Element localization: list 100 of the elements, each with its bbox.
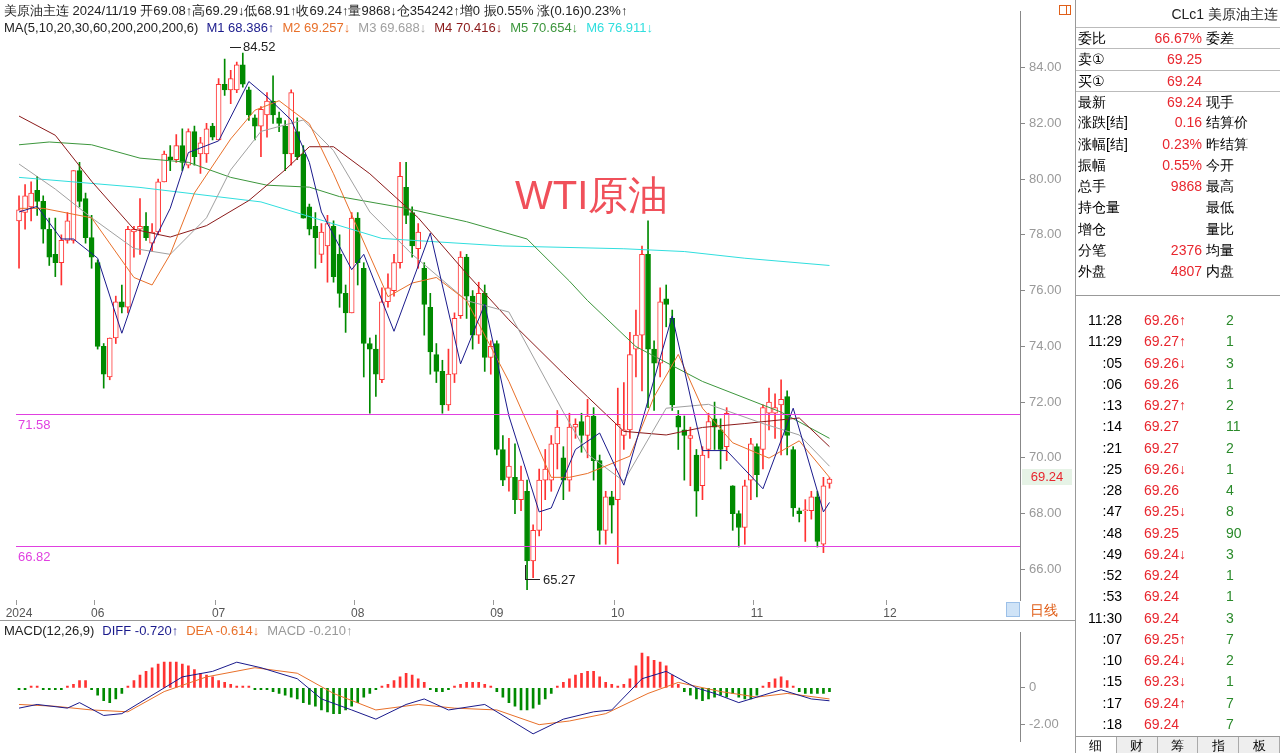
y-tick-label: 78.00	[1029, 226, 1062, 242]
candlestick	[16, 195, 22, 269]
text: 69.27	[1144, 418, 1180, 435]
text: :53	[1102, 588, 1122, 605]
text: 1	[1226, 375, 1234, 392]
text: 2	[1226, 652, 1234, 669]
bar	[72, 683, 75, 688]
text: 69.24↓	[1144, 652, 1187, 669]
text: 4807	[1170, 263, 1202, 280]
y-tick-label: -2.00	[1029, 716, 1059, 732]
text: 2	[1226, 397, 1234, 414]
text: 分笔	[1078, 242, 1106, 258]
text: 今开	[1206, 156, 1234, 173]
text: 69.26↓	[1144, 354, 1187, 371]
bar	[60, 688, 63, 691]
candlestick	[366, 337, 373, 414]
text: 69.25	[1144, 524, 1180, 541]
text: 3	[1226, 354, 1234, 371]
bar	[483, 683, 487, 688]
bar	[108, 688, 112, 703]
bar	[356, 688, 360, 703]
ref-line-label: 71.58	[18, 416, 51, 432]
text: 7	[1226, 715, 1234, 732]
bar	[308, 688, 311, 705]
bar	[828, 688, 831, 693]
text: 涨幅[结]	[1078, 135, 1128, 152]
text: 委比	[1078, 30, 1106, 46]
text: 11:29	[1088, 333, 1122, 350]
bar	[428, 688, 432, 691]
text: 69.26	[1144, 375, 1180, 392]
ref-line-label: 66.82	[18, 548, 51, 564]
category-label: 筹	[1157, 737, 1199, 753]
text: 69.25	[1166, 51, 1202, 68]
text: 3	[1226, 609, 1234, 626]
bar	[241, 685, 245, 688]
text: DIFF -0.720↑	[102, 623, 179, 638]
bar	[725, 688, 728, 698]
text: :18	[1102, 715, 1122, 732]
bar	[810, 688, 813, 694]
bar	[604, 682, 608, 688]
y-tick-label: 70.00	[1029, 449, 1062, 465]
text: :13	[1102, 397, 1122, 414]
bar	[362, 688, 366, 698]
bar	[574, 674, 577, 688]
text: 69.26	[1144, 482, 1180, 499]
text: 量比	[1206, 220, 1234, 237]
text: 11	[1226, 418, 1241, 435]
text: 内盘	[1206, 263, 1234, 280]
bar	[447, 688, 450, 691]
bar	[78, 680, 81, 688]
text: 69.24↑	[1144, 694, 1187, 711]
text: 69.24	[1166, 72, 1202, 89]
x-tick-label: 11	[750, 605, 764, 620]
text: :14	[1102, 418, 1122, 435]
text: 0.23%	[1162, 135, 1202, 152]
x-tick-label: 09	[490, 605, 504, 620]
bar	[295, 688, 299, 700]
text: :06	[1102, 375, 1122, 392]
bar	[289, 688, 293, 698]
bar	[616, 685, 620, 688]
text: M5 70.654↓	[510, 20, 579, 35]
text: 2	[1226, 312, 1234, 328]
text: 涨跌[结]	[1078, 114, 1128, 131]
bar	[471, 682, 474, 688]
text: :48	[1102, 524, 1122, 541]
text: 持仓量	[1078, 199, 1120, 216]
text: 11:28	[1088, 312, 1122, 328]
y-tick-label: 0	[1029, 679, 1037, 695]
category-label: 指	[1198, 737, 1240, 753]
text: :47	[1102, 503, 1122, 520]
bar	[90, 688, 93, 691]
text: :52	[1102, 567, 1122, 584]
text: 均量	[1206, 242, 1234, 258]
text: M4 70.416↓	[434, 20, 503, 35]
chart-title: MACD(12,26,9)	[4, 623, 95, 638]
candlestick	[506, 437, 512, 492]
bar	[586, 671, 589, 688]
bar	[459, 683, 462, 688]
annotation: 65.27	[543, 572, 576, 587]
text: 69.24	[1144, 567, 1180, 584]
text: M2 69.257↓	[282, 20, 351, 35]
bar	[162, 661, 166, 688]
candlestick	[608, 490, 615, 534]
x-tick-label: 10	[611, 605, 625, 620]
text: 买①	[1078, 72, 1105, 89]
bar	[320, 688, 323, 711]
text: 69.23↓	[1144, 673, 1187, 690]
text: 69.24	[1144, 588, 1180, 605]
bar	[683, 688, 686, 692]
y-tick-label: 74.00	[1029, 337, 1062, 353]
category-label: 板	[1239, 737, 1280, 753]
text: :25	[1102, 460, 1122, 477]
text: 0.16	[1174, 114, 1202, 131]
text: :49	[1102, 545, 1122, 562]
text: 委差	[1206, 30, 1234, 46]
y-tick-label: 76.00	[1029, 282, 1062, 298]
bar	[235, 685, 239, 688]
text: 1	[1226, 673, 1234, 690]
text: 1	[1226, 460, 1234, 477]
text: M1 68.386↑	[206, 20, 275, 35]
